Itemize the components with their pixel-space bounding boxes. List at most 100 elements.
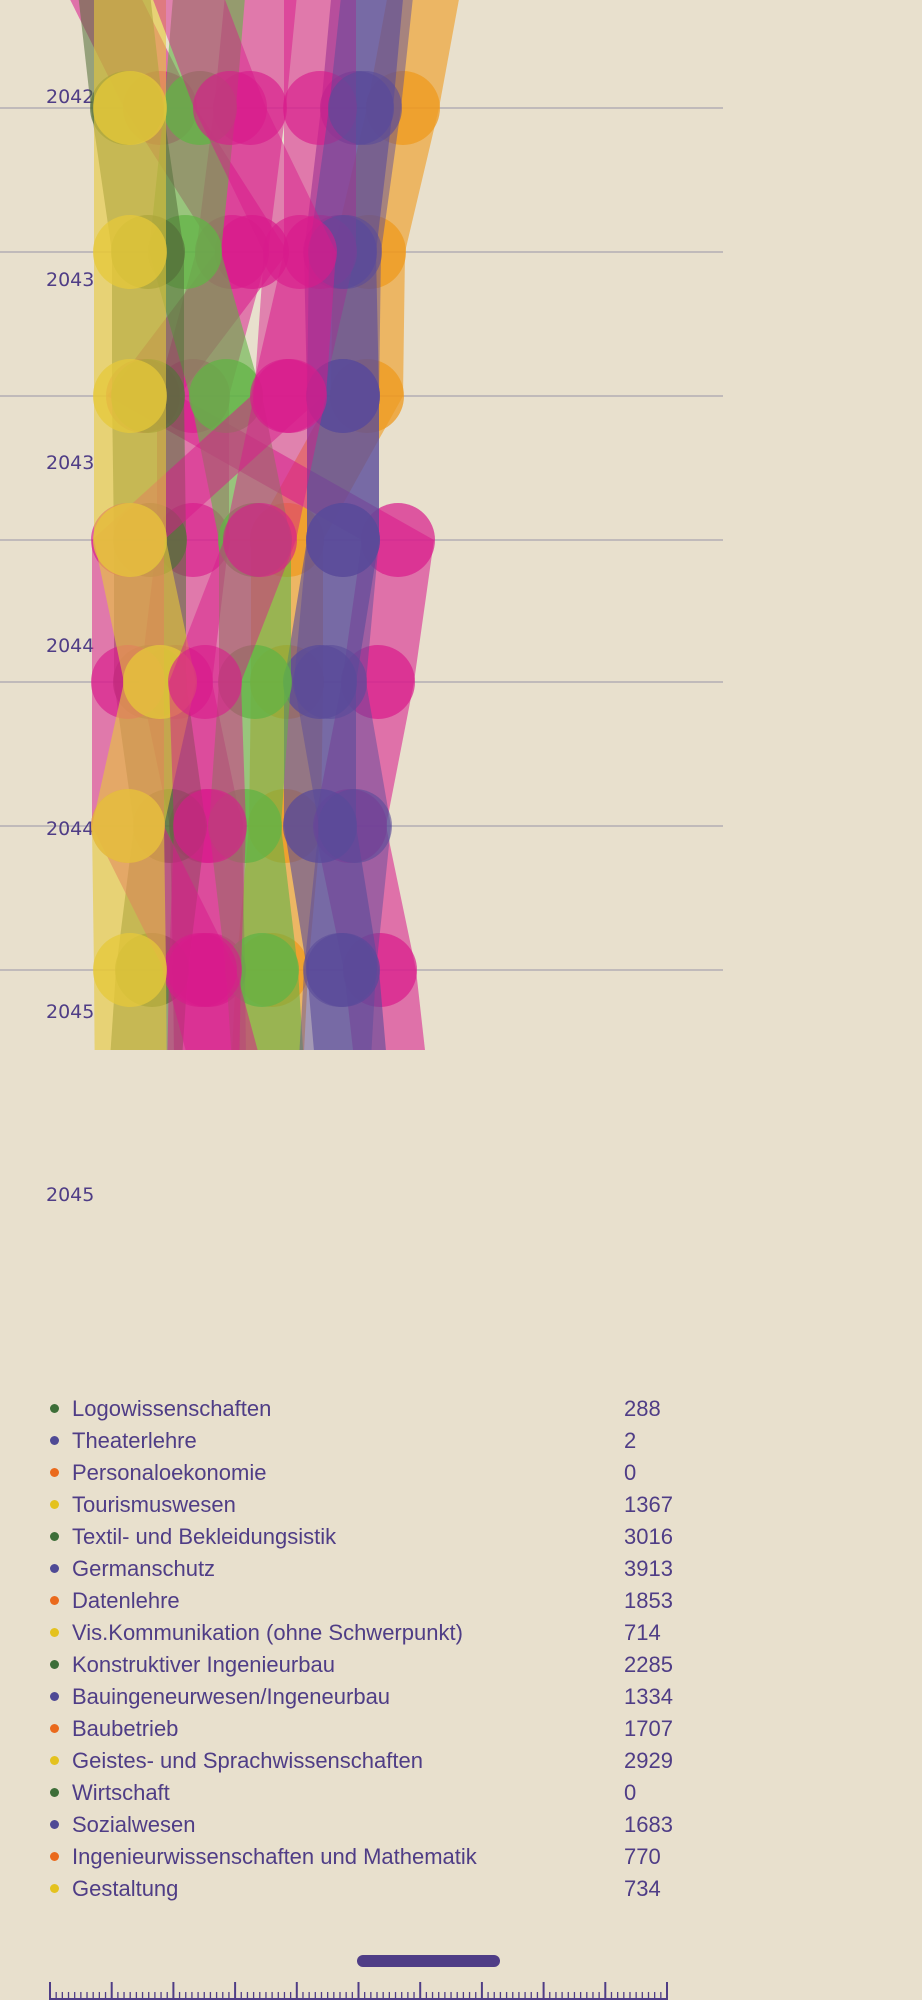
legend: Logowissenschaften 288 Theaterlehre 2 Person…	[0, 1393, 723, 1905]
legend-item[interactable]: Theaterlehre 2	[0, 1425, 723, 1457]
legend-item[interactable]: Sozialwesen 1683	[0, 1809, 723, 1841]
legend-value: 0	[624, 1780, 637, 1805]
year-label: 2044	[46, 818, 94, 840]
stream-chart[interactable]: 2042 2043 2043 2044 2044 2045 2045	[0, 0, 723, 1300]
legend-label: Geistes- und Sprachwissenschaften	[72, 1748, 423, 1773]
stream-node	[93, 215, 167, 289]
legend-dot-icon	[50, 1756, 59, 1765]
legend-item[interactable]: Personaloekonomie 0	[0, 1457, 723, 1489]
stream-segment	[284, 540, 379, 682]
stream-node	[168, 933, 242, 1007]
stream-segment	[94, 108, 166, 252]
stream-segment	[307, 396, 379, 540]
stream-node	[93, 933, 167, 1007]
stream-segment	[219, 540, 291, 682]
legend-label: Textil- und Bekleidungsistik	[72, 1524, 337, 1549]
legend-item[interactable]: Geistes- und Sprachwissenschaften 2929	[0, 1745, 723, 1777]
year-label: 2042	[46, 86, 94, 108]
legend-value: 1367	[624, 1492, 673, 1517]
legend-value: 0	[624, 1460, 637, 1485]
stream-segment	[304, 826, 391, 970]
stream-segment	[251, 252, 356, 396]
stream-segment	[294, 682, 391, 826]
stream-segment	[169, 826, 246, 970]
legend-dot-icon	[50, 1468, 59, 1477]
legend-dot-icon	[50, 1788, 59, 1797]
legend-label: Vis.Kommunikation (ohne Schwerpunkt)	[72, 1620, 463, 1645]
legend-value: 770	[624, 1844, 661, 1869]
legend-label: Wirtschaft	[72, 1780, 170, 1805]
legend-label: Datenlehre	[72, 1588, 180, 1613]
legend-item[interactable]: Bauingeneurwesen/Ingeneurbau 1334	[0, 1681, 723, 1713]
timeline-ruler[interactable]	[0, 1962, 723, 2000]
timeline-scrubber-handle[interactable]	[357, 1955, 500, 1967]
legend-value: 288	[624, 1396, 661, 1421]
stream-node	[93, 503, 167, 577]
legend-item[interactable]: Datenlehre 1853	[0, 1585, 723, 1617]
stream-node	[173, 789, 247, 863]
stream-segment	[224, 396, 326, 540]
legend-label: Tourismuswesen	[72, 1492, 236, 1517]
legend-item[interactable]: Ingenieurwissenschaften und Mathematik 77…	[0, 1841, 723, 1873]
stream-node	[303, 933, 377, 1007]
stream-node	[253, 359, 327, 433]
stream-node	[318, 789, 392, 863]
legend-value: 714	[624, 1620, 661, 1645]
stream-node	[93, 71, 167, 145]
year-label: 2045	[46, 1184, 94, 1206]
stream-segment	[309, 108, 401, 252]
stream-segment	[94, 252, 166, 396]
legend-label: Theaterlehre	[72, 1428, 197, 1453]
stream-segment	[94, 396, 166, 540]
legend-dot-icon	[50, 1532, 59, 1541]
legend-item[interactable]: Konstruktiver Ingenieurbau 2285	[0, 1649, 723, 1681]
stream-node	[223, 503, 297, 577]
legend-dot-icon	[50, 1724, 59, 1733]
stream-node	[225, 933, 299, 1007]
year-label: 2045	[46, 1001, 94, 1023]
legend-item[interactable]: Gestaltung 734	[0, 1873, 723, 1905]
legend-item[interactable]: Wirtschaft 0	[0, 1777, 723, 1809]
stream-node	[293, 645, 367, 719]
legend-item[interactable]: Textil- und Bekleidungsistik 3016	[0, 1521, 723, 1553]
legend-dot-icon	[50, 1884, 59, 1893]
stream-segment	[307, 396, 379, 540]
legend-dot-icon	[50, 1852, 59, 1861]
stream-node	[168, 645, 242, 719]
legend-value: 2285	[624, 1652, 673, 1677]
legend-label: Germanschutz	[72, 1556, 216, 1581]
legend-dot-icon	[50, 1820, 59, 1829]
stream-node	[93, 359, 167, 433]
year-label: 2043	[46, 269, 94, 291]
legend-value: 1683	[624, 1812, 673, 1837]
legend-label: Personaloekonomie	[72, 1460, 267, 1485]
legend-item[interactable]: Vis.Kommunikation (ohne Schwerpunkt) 714	[0, 1617, 723, 1649]
category-stream	[153, 0, 337, 1050]
stream-segment	[94, 540, 196, 682]
legend-dot-icon	[50, 1660, 59, 1669]
stream-node	[306, 503, 380, 577]
legend-dot-icon	[50, 1404, 59, 1413]
legend-item[interactable]: Baubetrieb 1707	[0, 1713, 723, 1745]
legend-label: Baubetrieb	[72, 1716, 179, 1741]
legend-value: 2929	[624, 1748, 673, 1773]
stream-node	[328, 71, 402, 145]
legend-item[interactable]: Logowissenschaften 288	[0, 1393, 723, 1425]
year-labels: 2042 2043 2043 2044 2044 2045 2045	[46, 86, 94, 1206]
legend-label: Logowissenschaften	[72, 1396, 272, 1421]
legend-dot-icon	[50, 1564, 59, 1573]
legend-label: Bauingeneurwesen/Ingeneurbau	[72, 1684, 391, 1709]
legend-item[interactable]: Tourismuswesen 1367	[0, 1489, 723, 1521]
legend-dot-icon	[50, 1500, 59, 1509]
legend-label: Sozialwesen	[72, 1812, 196, 1837]
stream-node	[193, 71, 267, 145]
legend-dot-icon	[50, 1596, 59, 1605]
category-streams	[70, 0, 459, 1050]
stream-segment	[209, 826, 298, 970]
legend-dot-icon	[50, 1628, 59, 1637]
stream-segment	[169, 682, 246, 826]
legend-item[interactable]: Germanschutz 3913	[0, 1553, 723, 1585]
stream-segment	[92, 826, 166, 970]
year-label: 2043	[46, 452, 94, 474]
category-stream	[293, 0, 413, 1050]
